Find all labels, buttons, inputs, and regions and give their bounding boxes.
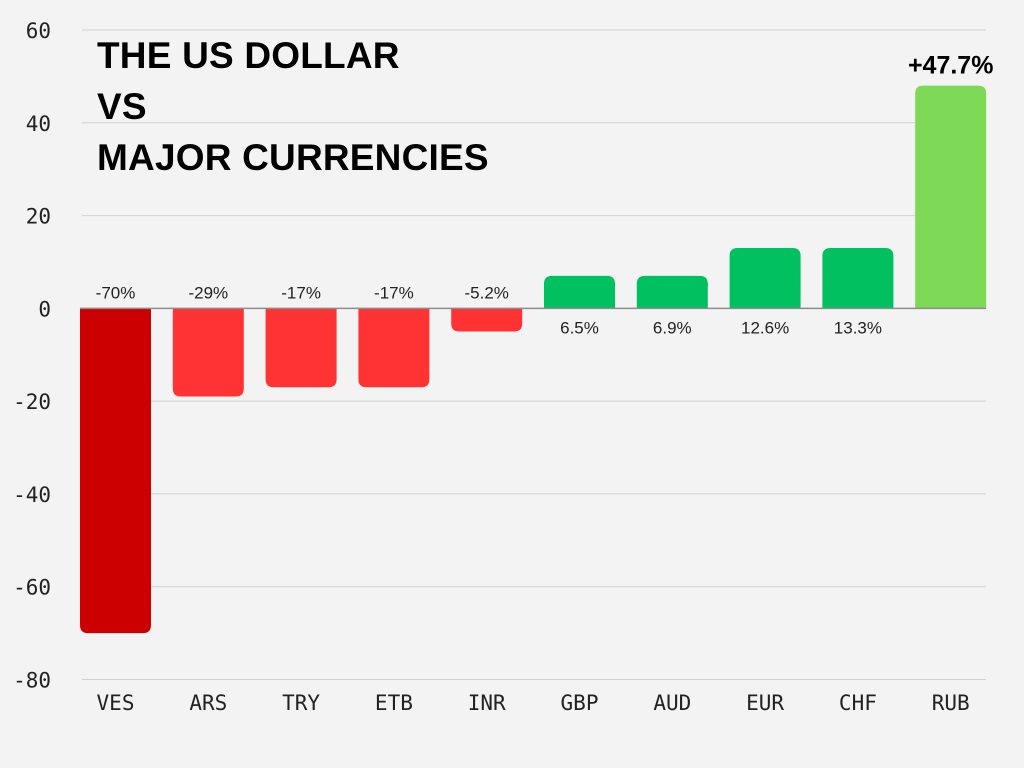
y-tick-label: 60 (26, 19, 51, 43)
bar-eur (729, 248, 801, 309)
y-tick-label: -80 (13, 669, 51, 693)
bar-etb (358, 308, 430, 388)
y-tick-label: -60 (13, 576, 51, 600)
y-axis-ticks: 60 40 20 0 -20 -40 -60 -80 (13, 19, 51, 693)
data-label-gbp: 6.5% (560, 318, 599, 337)
bars (80, 85, 987, 634)
y-tick-label: 40 (26, 112, 51, 136)
data-label-try: -17% (281, 283, 321, 302)
y-tick-label: -20 (13, 390, 51, 414)
chart-title-line-1: THE US DOLLAR (97, 35, 400, 76)
bar-chf (822, 248, 894, 309)
data-label-chf: 13.3% (834, 318, 882, 337)
x-tick-label-aud: AUD (653, 691, 691, 715)
data-labels: -70% -29% -17% -17% -5.2% 6.5% 6.9% 12.6% 13.3% +… (96, 52, 994, 338)
chart-title-line-3: MAJOR CURRENCIES (97, 137, 489, 178)
y-tick-label: 0 (38, 297, 51, 321)
data-label-rub: +47.7% (908, 52, 994, 80)
bar-try (265, 308, 337, 388)
chart-title: THE US DOLLAR VS MAJOR CURRENCIES (97, 30, 489, 183)
bar-rub (915, 85, 987, 309)
x-tick-label-inr: INR (468, 691, 506, 715)
data-label-inr: -5.2% (464, 283, 508, 302)
data-label-eur: 12.6% (741, 318, 789, 337)
x-tick-label-ves: VES (97, 691, 135, 715)
y-tick-label: 20 (26, 205, 51, 229)
x-tick-label-chf: CHF (839, 691, 877, 715)
x-tick-label-ars: ARS (189, 691, 227, 715)
x-tick-label-rub: RUB (932, 691, 970, 715)
x-tick-label-etb: ETB (375, 691, 413, 715)
bar-aud (636, 275, 708, 309)
data-label-ars: -29% (188, 283, 228, 302)
data-label-aud: 6.9% (653, 318, 692, 337)
data-label-ves: -70% (96, 283, 136, 302)
bar-gbp (544, 275, 615, 309)
x-tick-label-gbp: GBP (561, 691, 599, 715)
x-axis-ticks: VES ARS TRY ETB INR GBP AUD EUR CHF RUB (97, 691, 970, 715)
y-tick-label: -40 (13, 483, 51, 507)
bar-ars (172, 308, 244, 397)
bar-ves (80, 308, 151, 634)
chart-title-line-2: VS (97, 86, 147, 127)
x-tick-label-try: TRY (282, 691, 320, 715)
x-tick-label-eur: EUR (746, 691, 784, 715)
data-label-etb: -17% (374, 283, 414, 302)
gridlines (82, 29, 986, 680)
bar-inr (451, 308, 523, 332)
